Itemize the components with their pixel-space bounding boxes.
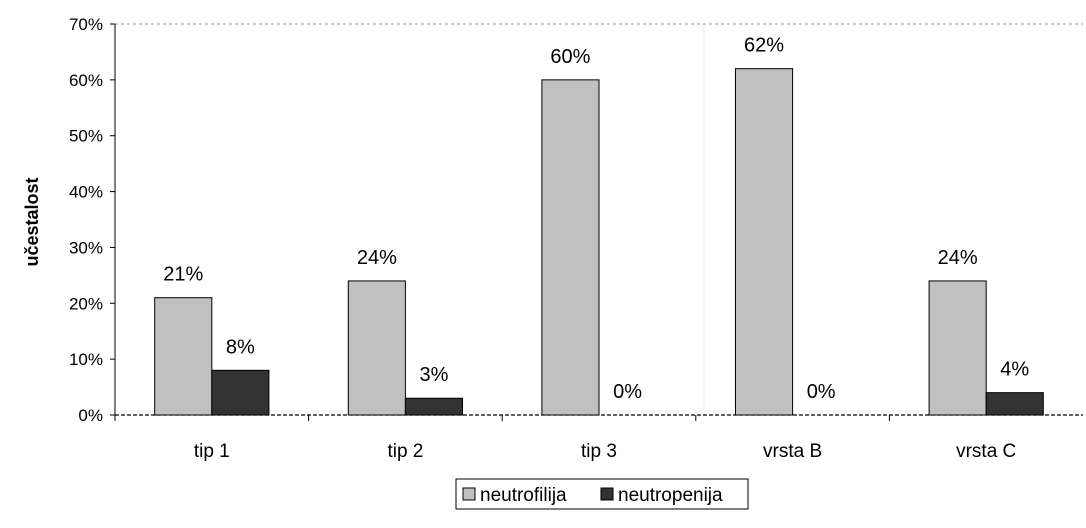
data-label: 24%	[357, 247, 397, 269]
x-category-label: tip 1	[194, 441, 230, 462]
legend-swatch-neutrofilija	[462, 487, 476, 501]
data-label: 8%	[226, 336, 255, 358]
data-label: 60%	[550, 46, 590, 68]
data-label: 3%	[420, 364, 449, 386]
y-axis-label: učestalost	[22, 177, 42, 266]
bar-neutrofilija	[928, 280, 987, 416]
y-tick-label: 20%	[69, 294, 103, 313]
y-tick-label: 40%	[69, 183, 103, 202]
y-tick-label: 0%	[78, 406, 103, 425]
legend-label-neutrofilija: neutrofilija	[480, 485, 567, 506]
data-label: 4%	[1000, 359, 1029, 381]
bar-neutropenija	[404, 397, 464, 416]
bar-neutrofilija	[154, 297, 213, 416]
data-label: 0%	[807, 381, 836, 403]
y-tick-label: 70%	[69, 15, 103, 34]
y-tick-label: 50%	[69, 127, 103, 146]
data-label: 0%	[613, 381, 642, 403]
bar-neutropenija	[985, 392, 1044, 416]
legend: neutrofilija neutropenija	[455, 478, 749, 510]
y-tick-label: 60%	[69, 71, 103, 90]
data-label: 62%	[744, 35, 784, 57]
data-label: 24%	[938, 247, 978, 269]
x-category-label: vrsta C	[956, 441, 1016, 462]
data-label: 21%	[163, 264, 203, 286]
bar-neutropenija	[211, 369, 270, 416]
legend-swatch-neutropenija	[600, 487, 614, 501]
plot-area: 0% 10% 20% 30% 40% 50% 60% 70% 21% 8% tip 1 24% 3% ti…	[69, 15, 1083, 462]
bar-neutrofilija	[734, 68, 794, 416]
legend-label-neutropenija: neutropenija	[618, 485, 723, 506]
x-category-label: tip 2	[387, 441, 423, 462]
y-tick-label: 10%	[69, 350, 103, 369]
x-category-label: tip 3	[581, 441, 617, 462]
x-category-label: vrsta B	[763, 441, 822, 462]
y-tick-label: 30%	[69, 238, 103, 257]
bar-neutrofilija	[347, 280, 406, 416]
bar-neutrofilija	[541, 79, 600, 416]
